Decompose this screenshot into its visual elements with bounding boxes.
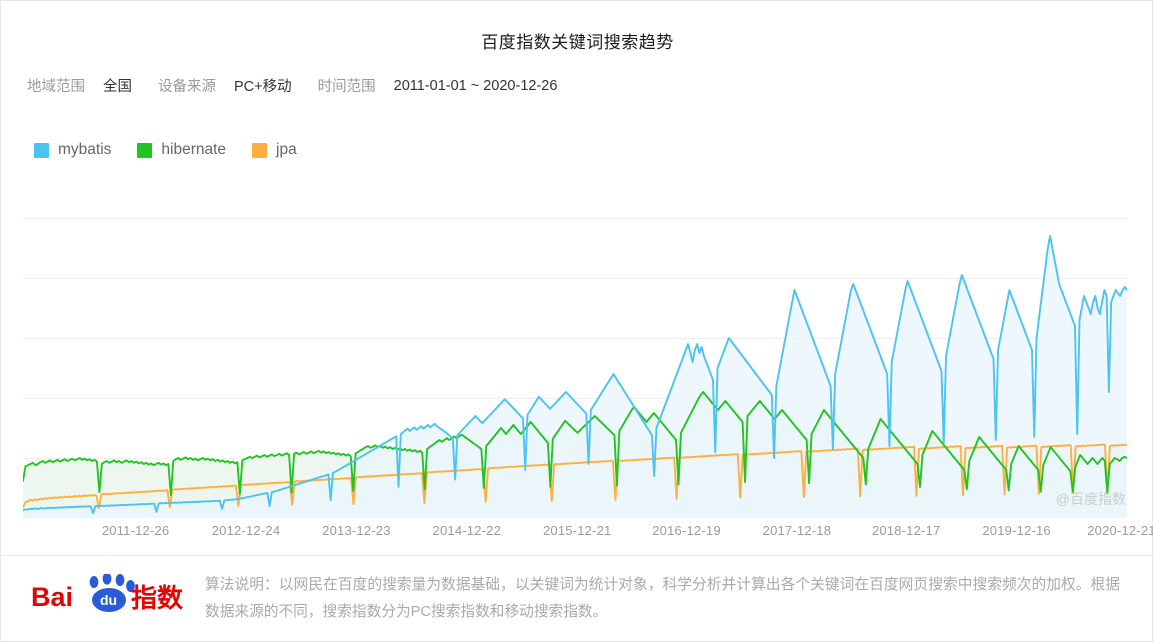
x-axis-tick-label: 2019-12-16 — [982, 523, 1051, 538]
chart-legend: mybatis hibernate jpa — [34, 141, 323, 159]
x-axis-tick-label: 2015-12-21 — [542, 523, 612, 538]
legend-swatch-icon — [34, 142, 49, 158]
algorithm-note: 算法说明：以网民在百度的搜索量为数据基础，以关键词为统计对象，科学分析并计算出各… — [205, 577, 1120, 620]
page-title: 百度指数关键词搜索趋势 — [481, 33, 674, 52]
page-footer: Bai du 指数 算法说明：以网民在百度的搜索量为数据基础，以关键词为统计对象… — [1, 555, 1153, 644]
x-axis-tick-label: 2014-12-22 — [432, 523, 502, 538]
legend-label: jpa — [276, 141, 297, 158]
x-axis-tick-label: 2018-12-17 — [871, 523, 941, 538]
series-line-jpa[interactable] — [23, 443, 1127, 510]
region-label: 地域范围 — [27, 79, 85, 95]
chart-meta-row: 地域范围 全国 设备来源 PC+移动 时间范围 2011-01-01 ~ 202… — [27, 75, 557, 96]
svg-text:指数: 指数 — [131, 583, 184, 613]
legend-label: hibernate — [161, 141, 227, 158]
device-value: PC+移动 — [234, 79, 292, 95]
series-area-mybatis — [23, 236, 1127, 518]
series-line-hibernate[interactable] — [23, 391, 1127, 497]
x-axis-tick-label: 2013-12-23 — [322, 523, 391, 538]
x-axis-labels: 2011-12-26 2012-12-24 2013-12-23 2014-12-22… — [23, 523, 1153, 547]
x-axis-tick-label: 2012-12-24 — [211, 523, 281, 538]
svg-text:Bai: Bai — [31, 582, 73, 612]
device-label: 设备来源 — [158, 79, 216, 95]
baidu-index-logo: Bai du 指数 — [31, 572, 189, 614]
trend-chart-svg — [23, 186, 1127, 518]
svg-text:du: du — [100, 592, 117, 608]
legend-label: mybatis — [58, 141, 112, 158]
legend-swatch-icon — [137, 142, 153, 158]
legend-item-hibernate[interactable]: hibernate — [137, 141, 226, 159]
series-line-mybatis[interactable] — [23, 235, 1127, 515]
time-range-value: 2011-01-01 ~ 2020-12-26 — [393, 77, 558, 94]
chart-area: 1,0002,0003,0004,0005,000 @百度指数 — [1, 186, 1153, 531]
legend-swatch-icon — [252, 142, 268, 158]
time-range-label: 时间范围 — [317, 79, 376, 95]
legend-item-mybatis[interactable]: mybatis — [34, 141, 111, 159]
legend-item-jpa[interactable]: jpa — [252, 141, 297, 159]
region-value: 全国 — [103, 79, 132, 95]
x-axis-tick-label: 2011-12-26 — [101, 523, 170, 538]
x-axis-tick-label: 2017-12-18 — [762, 523, 832, 538]
plot-canvas — [23, 186, 1127, 518]
x-axis-tick-label: 2016-12-19 — [652, 523, 721, 538]
x-axis-tick-label: 2020-12-21 — [1087, 523, 1153, 538]
